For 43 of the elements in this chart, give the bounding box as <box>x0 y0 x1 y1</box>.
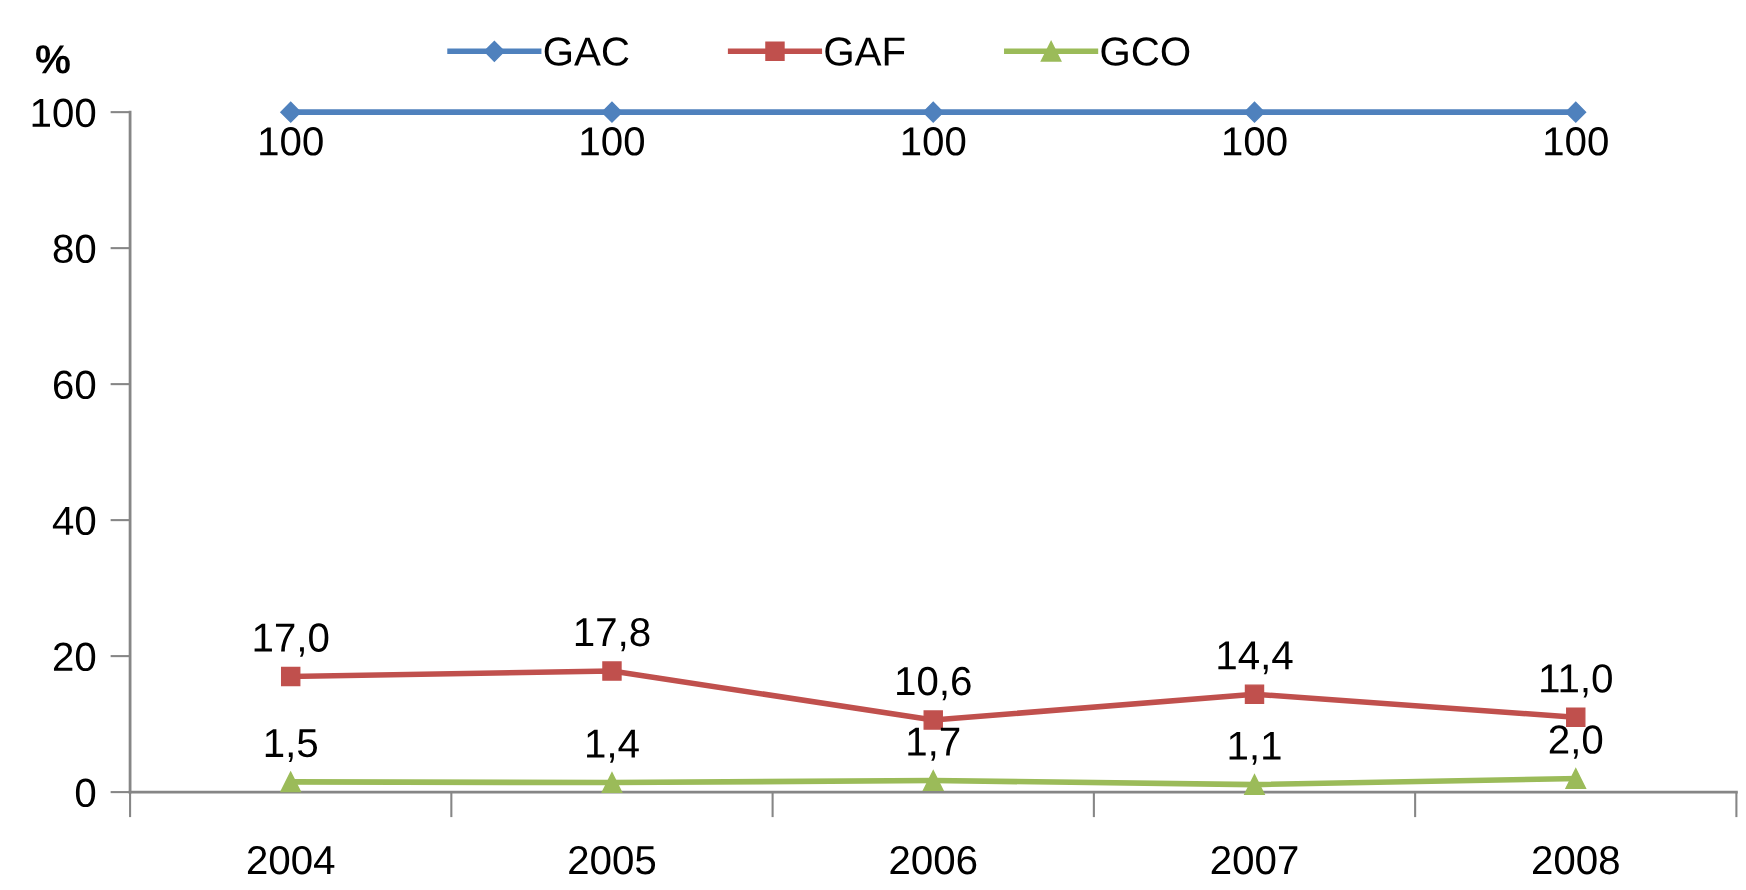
y-tick-label: 0 <box>75 778 96 808</box>
point <box>922 770 944 791</box>
data-label: 1,4 <box>587 729 639 763</box>
point <box>1565 768 1587 789</box>
y-tick-label: 100 <box>32 98 96 128</box>
y-tick-label: 40 <box>52 506 96 536</box>
y-tick-label: 20 <box>53 642 96 672</box>
legend-label: GAC <box>544 37 629 66</box>
point <box>601 101 623 123</box>
point <box>922 101 944 123</box>
legend-label: GCO <box>1101 37 1190 66</box>
x-tick-label: 2008 <box>1533 845 1619 875</box>
data-label: 100 <box>902 127 966 156</box>
data-label: 10,6 <box>897 666 971 701</box>
point <box>1565 101 1587 123</box>
x-tick-label: 2004 <box>247 845 335 875</box>
data-label: 1,5 <box>265 729 318 763</box>
x-tick-label: 2005 <box>569 845 656 875</box>
x-tick-label: 2006 <box>890 845 977 875</box>
legend-label: GAF <box>825 37 905 66</box>
data-label: 1,7 <box>908 727 960 761</box>
data-label: 100 <box>260 127 323 156</box>
point <box>602 661 622 681</box>
y-tick-label: 80 <box>53 234 96 264</box>
point <box>280 771 302 793</box>
data-label: 1,1 <box>1229 731 1281 765</box>
point <box>280 666 301 687</box>
data-label: 100 <box>1545 127 1608 156</box>
data-label: 11,0 <box>1541 664 1612 698</box>
point <box>280 101 302 123</box>
data-label: 17,0 <box>254 623 329 657</box>
point <box>1243 101 1266 123</box>
y-axis-title: % <box>36 45 70 74</box>
point <box>1244 774 1265 796</box>
data-label: 14,4 <box>1218 641 1293 675</box>
data-label: 100 <box>581 127 644 156</box>
y-tick-label: 60 <box>53 370 96 400</box>
x-tick-label: 2007 <box>1211 845 1298 875</box>
point <box>601 772 623 793</box>
data-label: 2,0 <box>1549 725 1603 759</box>
point <box>1244 684 1265 704</box>
data-label: 100 <box>1223 127 1287 156</box>
data-label: 17,8 <box>575 617 650 652</box>
